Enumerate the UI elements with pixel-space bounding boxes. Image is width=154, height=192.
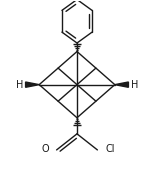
Text: Cl: Cl bbox=[105, 144, 115, 154]
Text: H: H bbox=[131, 80, 138, 90]
Polygon shape bbox=[26, 82, 39, 87]
Text: H: H bbox=[16, 80, 23, 90]
Polygon shape bbox=[115, 82, 128, 87]
Text: O: O bbox=[41, 144, 49, 154]
